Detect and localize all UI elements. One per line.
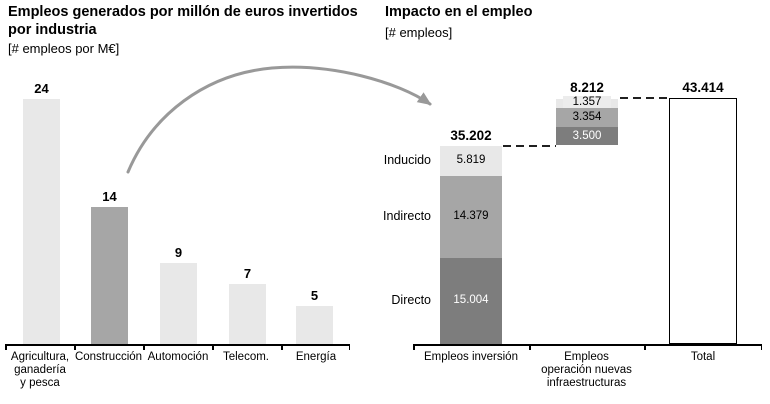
right-axis-tick <box>529 344 531 350</box>
right-axis-tick <box>760 344 762 350</box>
segment-inversion-indirecto <box>440 176 502 258</box>
left-axis-tick <box>212 344 214 350</box>
cat-label-total: Total <box>690 351 716 363</box>
segment-operacion-directo <box>556 127 618 145</box>
left-axis-tick <box>281 344 283 350</box>
left-chart-subtitle: [# empleos por M€] <box>8 41 120 56</box>
segment-label-inversion-inducido: 5.819 <box>456 154 486 166</box>
right-x-axis <box>413 344 762 346</box>
value-label-agricultura: 24 <box>34 81 49 96</box>
value-label-construccion: 14 <box>102 189 117 204</box>
segment-label-operacion-indirecto: 3.354 <box>572 111 602 123</box>
value-label-telecom: 7 <box>243 266 252 281</box>
bar-energia <box>296 306 333 344</box>
cat-label-energia: Energía <box>295 351 337 363</box>
segment-inversion-directo <box>440 258 502 344</box>
segment-label-inversion-directo: 15.004 <box>453 294 489 306</box>
side-label-indirecto: Indirecto <box>383 209 431 223</box>
side-label-directo: Directo <box>391 293 431 307</box>
left-axis-tick <box>5 344 7 350</box>
segment-label-operacion-inducido: 1.357 <box>563 96 611 108</box>
value-label-energia: 5 <box>310 288 319 303</box>
bar-construccion <box>91 207 128 344</box>
segment-operacion-indirecto <box>556 108 618 127</box>
cat-label-empleos-inversion: Empleos inversión <box>424 351 518 363</box>
bar-agricultura <box>23 99 60 344</box>
left-axis-tick <box>348 344 350 350</box>
left-axis-tick <box>74 344 76 350</box>
value-label-automocion: 9 <box>174 245 183 260</box>
cat-label-automocion: Automoción <box>147 351 209 363</box>
right-chart-title: Impacto en el empleo <box>385 4 533 20</box>
segment-label-inversion-indirecto: 14.379 <box>453 210 489 222</box>
bar-automocion <box>160 263 197 344</box>
cat-label-agricultura: Agricultura, ganadería y pesca <box>10 351 70 390</box>
total-label-operacion: 8.212 <box>570 80 604 95</box>
left-axis-tick <box>143 344 145 350</box>
cat-label-telecom: Telecom. <box>222 351 270 363</box>
right-axis-tick <box>413 344 415 350</box>
total-label-grand: 43.414 <box>682 80 724 95</box>
left-chart-title: Empleos generados por millón de euros in… <box>8 4 358 38</box>
side-label-inducido: Inducido <box>383 153 431 167</box>
right-axis-tick <box>644 344 646 350</box>
segment-inversion-inducido <box>440 146 502 176</box>
cat-label-construccion: Construcción <box>74 351 143 363</box>
total-label-inversion: 35.202 <box>450 128 492 143</box>
left-x-axis <box>5 344 350 346</box>
segment-label-operacion-directo: 3.500 <box>572 130 602 142</box>
cat-label-empleos-operacion: Empleos operación nuevas infraestructura… <box>541 351 632 390</box>
right-chart-subtitle: [# empleos] <box>385 25 453 40</box>
bar-telecom <box>229 284 266 344</box>
bar-total <box>669 98 737 344</box>
